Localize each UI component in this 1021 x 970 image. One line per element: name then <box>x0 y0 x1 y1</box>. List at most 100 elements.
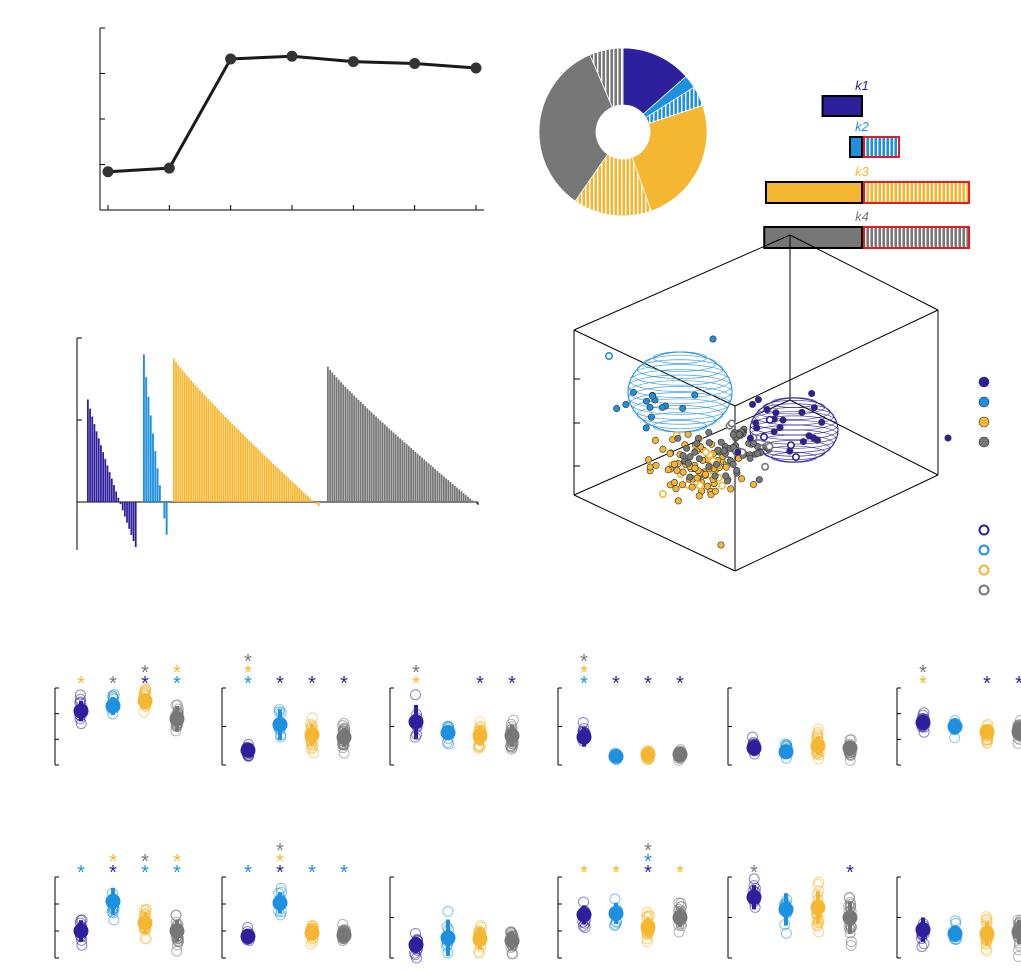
d-legend-hollow-k1 <box>978 524 990 536</box>
e-point-k2 <box>609 893 621 905</box>
bii-row-label-k4: k4 <box>855 209 869 224</box>
e-star-k3: * <box>77 673 85 695</box>
c-bar-k3 <box>207 399 210 502</box>
c-bar-k1 <box>126 502 128 523</box>
c-bar-k2 <box>156 468 159 502</box>
c-bar-k3 <box>201 392 203 502</box>
c-bar-k4 <box>401 440 404 502</box>
c-bar-k3 <box>298 488 301 502</box>
c-bar-k4 <box>397 436 399 502</box>
c-bar-k4 <box>344 386 347 502</box>
d-point-k3 <box>678 481 686 489</box>
c-bar-k3 <box>244 436 247 502</box>
c-bar-k3 <box>252 444 255 502</box>
d-point-k4 <box>711 472 719 480</box>
c-bar-k4 <box>440 474 443 502</box>
c-bar-k4 <box>421 457 423 502</box>
d-point-k1 <box>753 424 761 432</box>
c-bar-k3 <box>315 502 318 505</box>
c-bar-k4 <box>467 496 469 502</box>
c-bar-k3 <box>235 427 238 502</box>
d-box-edge <box>734 309 939 407</box>
c-bar-k3 <box>227 419 229 502</box>
c-bar-k4 <box>414 451 417 502</box>
d-point-k3 <box>695 492 703 500</box>
c-bar-k3 <box>317 502 320 507</box>
c-bar-k4 <box>388 428 391 502</box>
c-bar-k1 <box>87 399 89 502</box>
c-bar-k3 <box>270 461 273 502</box>
d-box-edge <box>573 494 736 572</box>
bi-slice-k3 <box>631 104 708 212</box>
d-point-k4 <box>705 429 713 437</box>
c-bar-k4 <box>403 442 406 502</box>
e-star-k4: * <box>412 662 420 684</box>
e-star-k3: * <box>244 662 252 684</box>
e-point-k4 <box>845 939 857 951</box>
c-bar-k3 <box>274 465 277 502</box>
c-bar-k3 <box>289 480 292 502</box>
d-point-k4 <box>755 476 763 484</box>
c-bar-k3 <box>283 473 286 502</box>
c-bar-k3 <box>259 451 262 502</box>
e-mean-k3 <box>810 899 826 915</box>
e-star-k1: * <box>846 862 854 884</box>
d-point-k4 <box>753 449 761 457</box>
e-star-k3: * <box>580 662 588 684</box>
c-bar-k3 <box>196 387 199 502</box>
d-point-k3 <box>670 479 678 487</box>
e-star-k2: * <box>173 862 181 884</box>
e-mean-k1 <box>408 714 424 730</box>
e-mean-k3 <box>979 724 995 740</box>
d-point-k4 <box>714 446 722 454</box>
c-bar-k1 <box>115 491 118 502</box>
e-mean-k2 <box>440 930 456 946</box>
e-point-k2 <box>442 905 454 917</box>
e-mean-k2 <box>778 901 794 917</box>
d-legend-filled-k2 <box>978 396 990 408</box>
d-point-k4 <box>684 459 692 467</box>
c-bar-k1 <box>108 472 111 502</box>
c-bar-k4 <box>471 500 474 502</box>
c-bar-k4 <box>331 372 334 502</box>
d-point-k3 <box>659 445 667 453</box>
c-bar-k4 <box>418 455 421 502</box>
e-mean-k1 <box>240 742 256 758</box>
c-bar-k4 <box>460 491 463 502</box>
e-mean-k4 <box>336 729 352 745</box>
d-point-k4 <box>712 460 720 468</box>
c-bar-k1 <box>95 431 98 502</box>
c-bar-k3 <box>192 382 195 502</box>
c-bar-k2 <box>147 396 150 502</box>
e-star-k2: * <box>580 673 588 695</box>
d-point-k1 <box>770 428 778 436</box>
e-point-k2 <box>108 914 120 926</box>
d-point-k3 <box>722 463 730 471</box>
a-data-point <box>347 56 359 68</box>
c-bar-k4 <box>434 468 437 502</box>
c-bar-k4 <box>405 444 408 502</box>
d-point-k3 <box>693 474 701 482</box>
e-star-k2: * <box>308 862 316 884</box>
e-star-k2: * <box>340 862 348 884</box>
c-bar-k3 <box>177 364 180 502</box>
d-point-k2 <box>679 404 687 412</box>
e-mean-k2 <box>947 719 963 734</box>
d-point-k3 <box>679 468 687 476</box>
e-mean-k1 <box>73 703 89 719</box>
c-bar-k4 <box>327 366 329 502</box>
e-star-k1: * <box>276 673 284 695</box>
c-bar-k1 <box>91 416 94 502</box>
bi-slice-k3-chx10 <box>574 153 652 217</box>
c-bar-k4 <box>366 408 369 502</box>
e-star-k1: * <box>476 673 484 695</box>
panel-d-3d-scatter <box>573 234 990 596</box>
d-point-k2 <box>629 388 637 396</box>
d-point-k1 <box>765 415 774 424</box>
d-box-edge <box>573 234 791 331</box>
d-point-k3 <box>646 463 654 471</box>
d-point-k3 <box>688 483 696 491</box>
e-mean-k1 <box>576 907 592 923</box>
d-point-k1 <box>754 396 762 404</box>
